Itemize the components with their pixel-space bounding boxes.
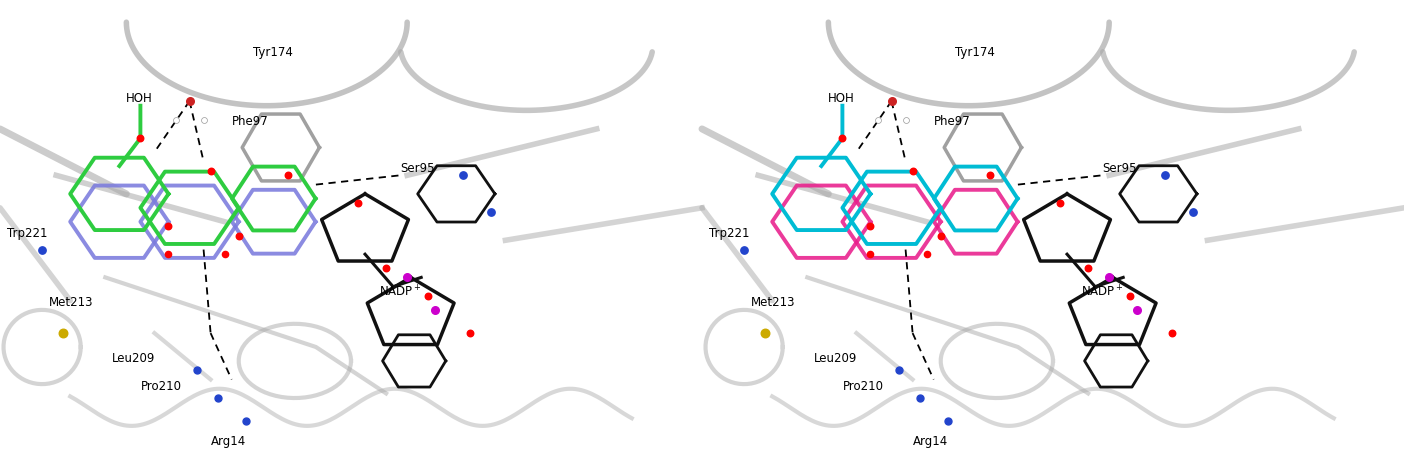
Point [206, 394, 229, 402]
Point [887, 367, 910, 374]
Point [733, 246, 755, 254]
Point [480, 209, 503, 217]
Point [178, 98, 201, 106]
Point [185, 367, 208, 374]
Point [199, 168, 222, 175]
Point [396, 274, 418, 282]
Point [894, 117, 917, 124]
Point [52, 330, 74, 337]
Point [880, 98, 903, 106]
Text: NADP$^+$: NADP$^+$ [379, 284, 421, 299]
Point [192, 117, 215, 124]
Point [901, 168, 924, 175]
Text: Leu209: Leu209 [814, 351, 858, 364]
Point [227, 232, 250, 240]
Point [1049, 200, 1071, 207]
Point [929, 232, 952, 240]
Point [424, 307, 446, 314]
Text: Tyr174: Tyr174 [955, 45, 994, 58]
Text: Arg14: Arg14 [913, 434, 948, 447]
Text: Tyr174: Tyr174 [253, 45, 292, 58]
Text: Trp221: Trp221 [709, 226, 750, 239]
Point [915, 251, 938, 258]
Point [1126, 307, 1148, 314]
Text: Ser95: Ser95 [1102, 161, 1137, 174]
Text: NADP$^+$: NADP$^+$ [1081, 284, 1123, 299]
Text: Met213: Met213 [49, 295, 94, 308]
Text: Ser95: Ser95 [400, 161, 435, 174]
Text: Phe97: Phe97 [934, 115, 970, 128]
Point [31, 246, 53, 254]
Point [908, 394, 931, 402]
Point [1098, 274, 1120, 282]
Point [831, 135, 854, 143]
Point [754, 330, 776, 337]
Text: Phe97: Phe97 [232, 115, 268, 128]
Point [213, 251, 236, 258]
Point [936, 418, 959, 425]
Point [1119, 293, 1141, 300]
Point [859, 251, 882, 258]
Point [375, 265, 397, 272]
Text: HOH: HOH [126, 92, 153, 105]
Text: Trp221: Trp221 [7, 226, 48, 239]
Point [129, 135, 152, 143]
Text: Pro210: Pro210 [842, 379, 883, 392]
Point [1077, 265, 1099, 272]
Point [1154, 172, 1177, 180]
Point [452, 172, 475, 180]
Point [1182, 209, 1205, 217]
Text: Pro210: Pro210 [140, 379, 181, 392]
Point [866, 117, 889, 124]
Point [417, 293, 439, 300]
Text: Leu209: Leu209 [112, 351, 156, 364]
Point [164, 117, 187, 124]
Text: Arg14: Arg14 [211, 434, 246, 447]
Point [459, 330, 482, 337]
Point [234, 418, 257, 425]
Point [157, 223, 180, 231]
Point [347, 200, 369, 207]
Point [1161, 330, 1184, 337]
Point [157, 251, 180, 258]
Point [979, 172, 1001, 180]
Point [277, 172, 299, 180]
Text: HOH: HOH [828, 92, 855, 105]
Point [859, 223, 882, 231]
Text: Met213: Met213 [751, 295, 796, 308]
